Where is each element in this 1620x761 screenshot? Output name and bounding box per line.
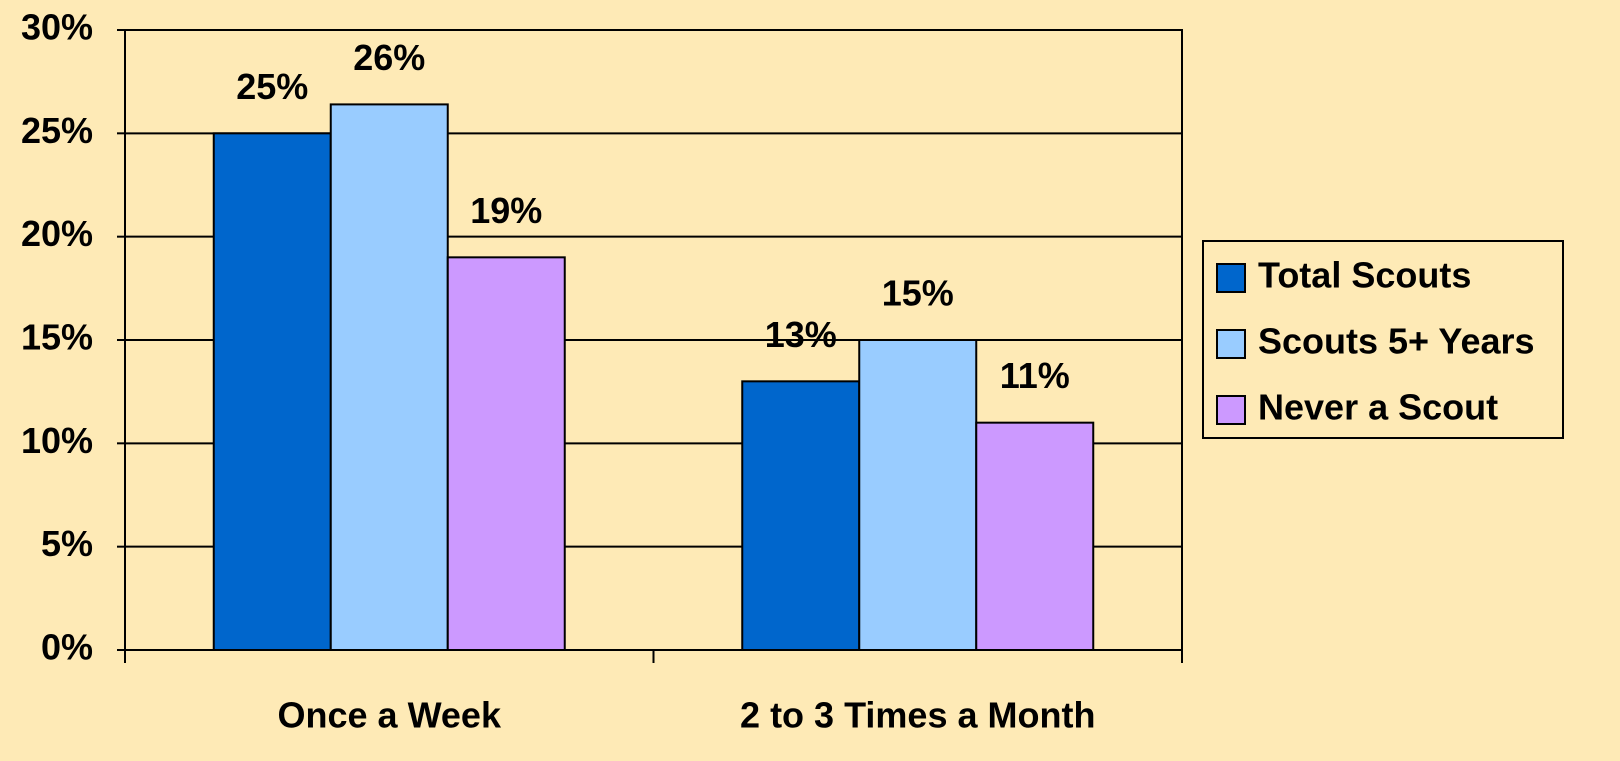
- x-tick-label: Once a Week: [278, 695, 502, 736]
- bar: [329, 103, 449, 651]
- value-label: 19%: [470, 190, 542, 231]
- value-label: 11%: [1000, 355, 1070, 396]
- bar: [858, 339, 978, 651]
- bar: [975, 421, 1095, 651]
- legend-box: [1202, 240, 1564, 439]
- y-tick-label: 30%: [21, 7, 93, 48]
- bar: [741, 380, 861, 651]
- y-tick-label: 5%: [41, 523, 93, 564]
- value-label: 15%: [882, 273, 954, 314]
- bar: [446, 256, 566, 651]
- y-tick-label: 0%: [41, 627, 93, 668]
- y-tick-label: 10%: [21, 420, 93, 461]
- value-label: 26%: [353, 37, 425, 78]
- legend-swatch: [1216, 329, 1246, 359]
- legend-swatch: [1216, 395, 1246, 425]
- value-label: 13%: [765, 314, 837, 355]
- x-tick-label: 2 to 3 Times a Month: [740, 695, 1095, 736]
- bar: [212, 132, 332, 652]
- legend-label: Never a Scout: [1258, 387, 1498, 428]
- y-tick-label: 15%: [21, 317, 93, 358]
- y-tick-label: 20%: [21, 213, 93, 254]
- y-tick-label: 25%: [21, 110, 93, 151]
- value-label: 25%: [236, 66, 308, 107]
- legend-label: Total Scouts: [1258, 255, 1471, 296]
- legend-swatch: [1216, 263, 1246, 293]
- legend-label: Scouts 5+ Years: [1258, 321, 1535, 362]
